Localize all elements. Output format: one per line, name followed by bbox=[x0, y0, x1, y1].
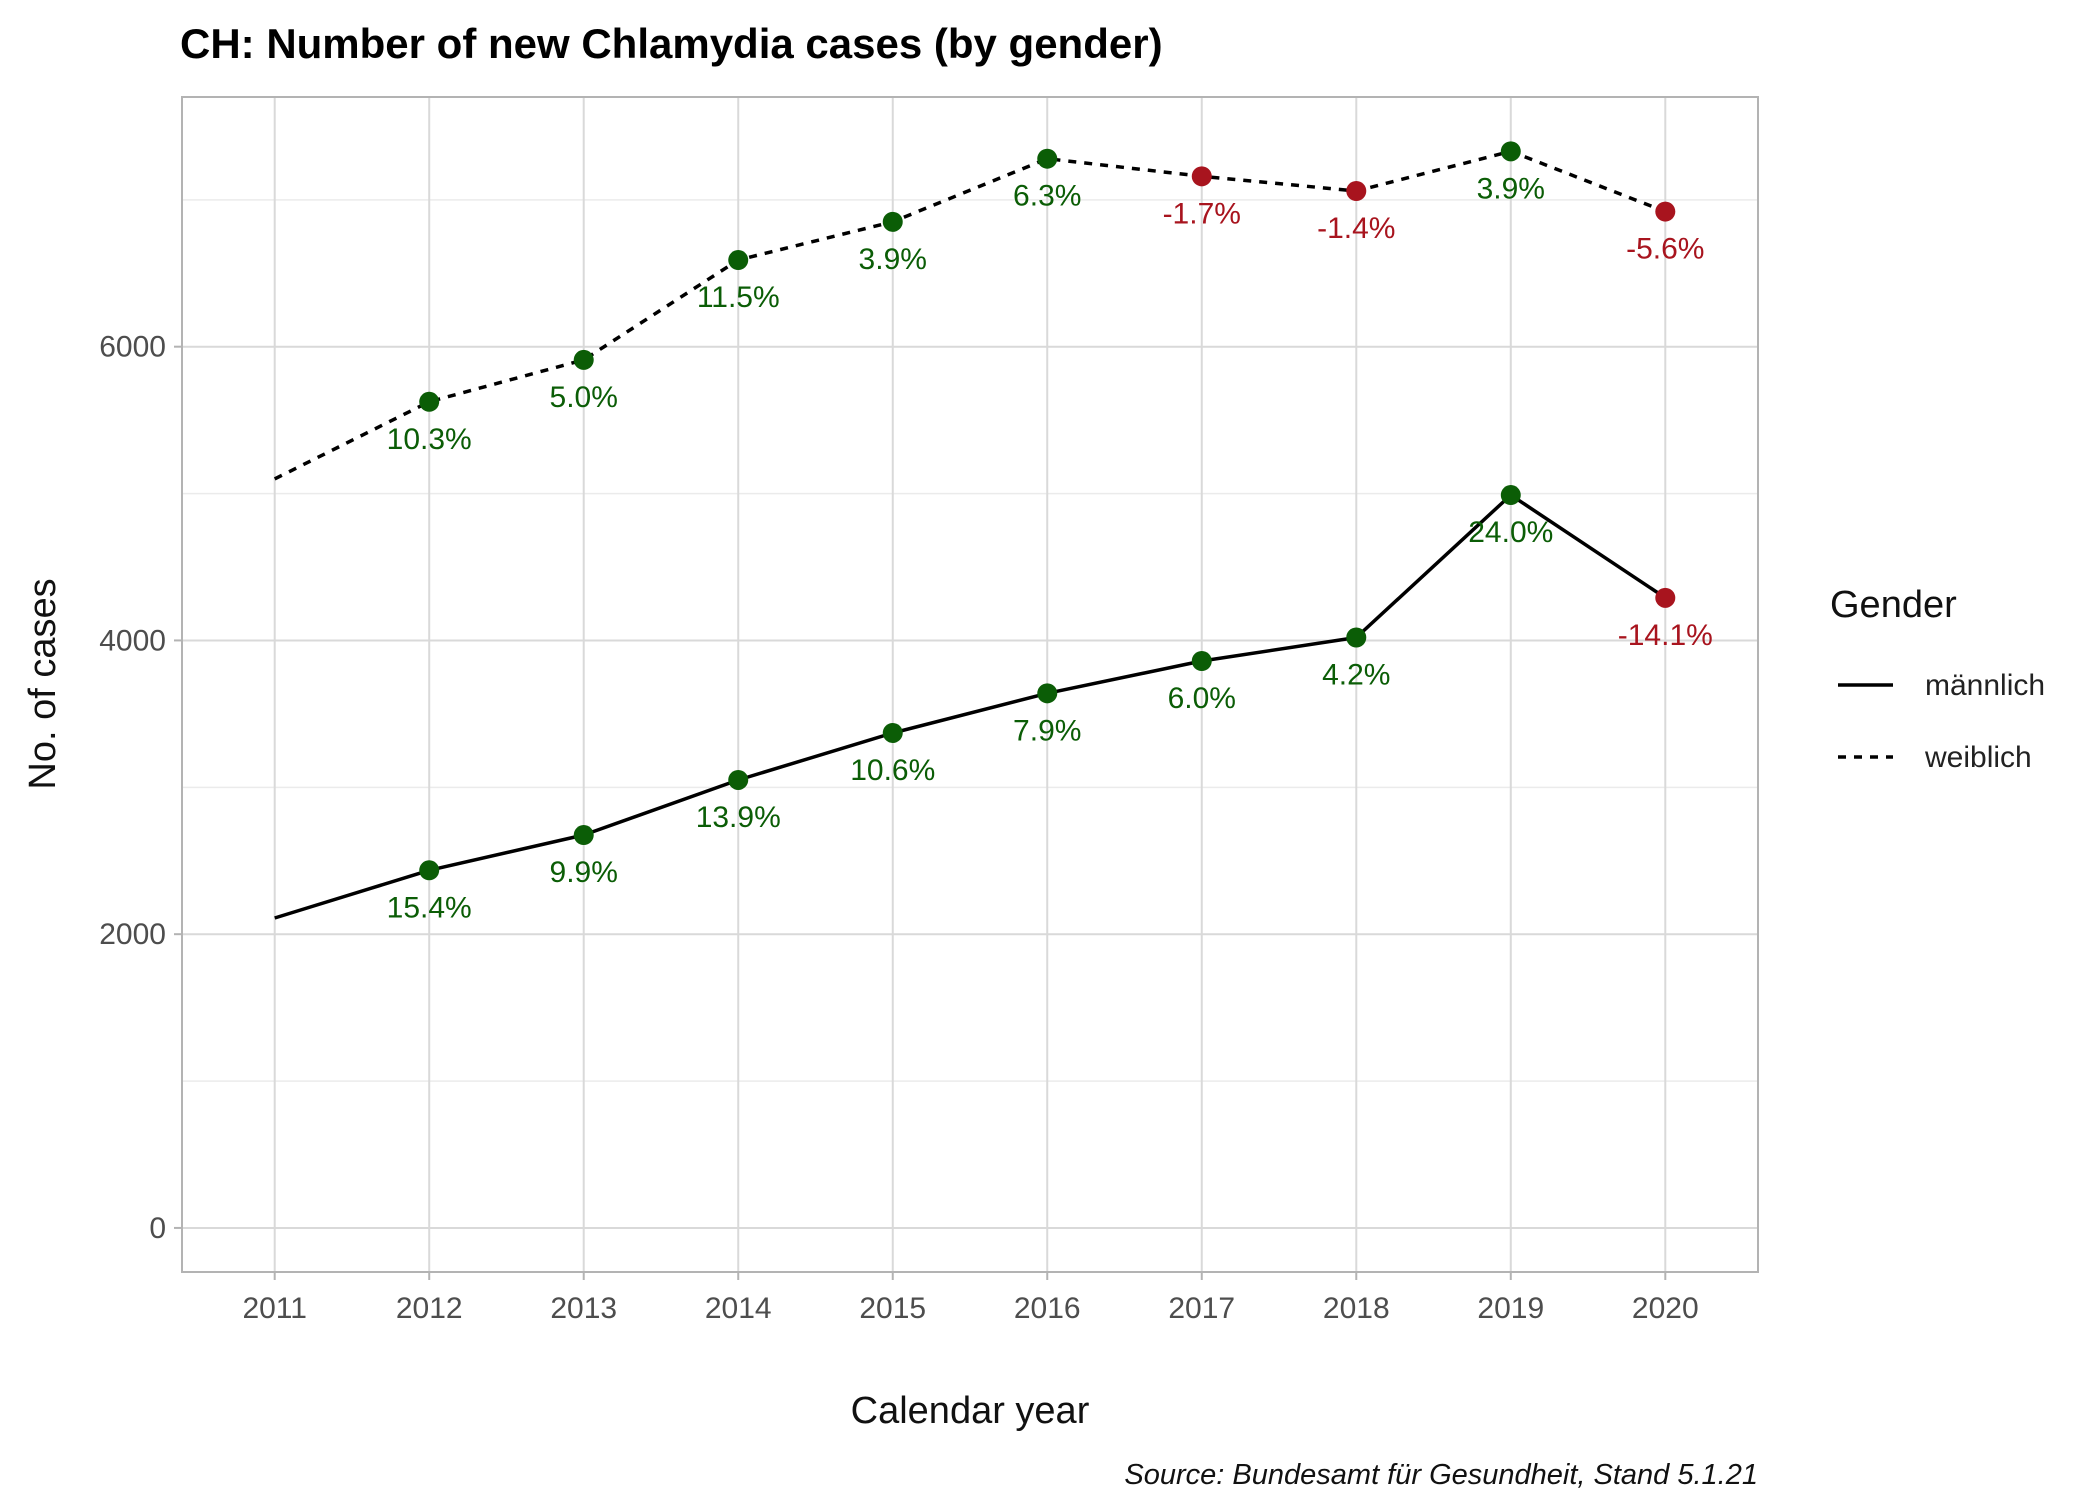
y-axis-title: No. of cases bbox=[22, 578, 64, 789]
data-label: 15.4% bbox=[387, 891, 472, 924]
legend-title: Gender bbox=[1830, 584, 1957, 626]
data-point bbox=[728, 250, 749, 271]
data-label: 5.0% bbox=[550, 381, 618, 414]
data-point bbox=[728, 769, 749, 790]
data-label: 10.3% bbox=[387, 423, 472, 456]
y-tick-label: 2000 bbox=[99, 918, 166, 951]
data-label: 9.9% bbox=[550, 856, 618, 889]
x-tick-label: 2014 bbox=[705, 1292, 772, 1325]
x-tick-label: 2020 bbox=[1632, 1292, 1699, 1325]
data-point bbox=[1346, 181, 1367, 201]
data-point bbox=[419, 391, 440, 412]
data-point bbox=[1191, 166, 1212, 187]
data-label: 6.0% bbox=[1168, 682, 1236, 715]
data-label: 6.3% bbox=[1013, 180, 1081, 213]
data-label: 24.0% bbox=[1468, 516, 1553, 549]
source-caption: Source: Bundesamt für Gesundheit, Stand … bbox=[1124, 1459, 1758, 1491]
x-tick-label: 2011 bbox=[242, 1292, 307, 1325]
x-tick-label: 2017 bbox=[1168, 1292, 1235, 1325]
series-line-maennlich bbox=[274, 493, 1667, 920]
data-label: 13.9% bbox=[696, 801, 781, 834]
data-point bbox=[1500, 485, 1521, 506]
legend-label-maennlich: männlich bbox=[1925, 669, 2045, 702]
data-point bbox=[573, 349, 594, 370]
legend-label-weiblich: weiblich bbox=[1924, 741, 2032, 774]
x-axis-title: Calendar year bbox=[851, 1390, 1090, 1432]
y-tick-label: 4000 bbox=[99, 624, 166, 657]
data-label: -1.7% bbox=[1163, 197, 1241, 230]
data-label: 7.9% bbox=[1013, 714, 1081, 747]
series-line-weiblich bbox=[273, 149, 1666, 481]
data-label: 3.9% bbox=[1477, 172, 1545, 205]
data-label: 10.6% bbox=[850, 754, 935, 787]
x-tick-label: 2018 bbox=[1323, 1292, 1390, 1325]
data-point bbox=[573, 825, 594, 846]
data-label: 4.2% bbox=[1322, 659, 1390, 692]
y-tick-label: 0 bbox=[149, 1212, 166, 1245]
series-lines bbox=[273, 149, 1667, 920]
y-axis-ticks: 0 2000 4000 6000 bbox=[99, 331, 182, 1245]
x-tick-label: 2015 bbox=[859, 1292, 926, 1325]
x-tick-label: 2016 bbox=[1014, 1292, 1081, 1325]
legend-item-weiblich: weiblich bbox=[1838, 741, 2032, 774]
data-point bbox=[1346, 627, 1367, 648]
data-point bbox=[1500, 141, 1521, 162]
data-point bbox=[1655, 587, 1676, 608]
data-point bbox=[1655, 201, 1676, 222]
plot-background bbox=[182, 97, 1758, 1272]
data-point bbox=[419, 860, 440, 881]
y-tick-label: 6000 bbox=[99, 331, 166, 364]
plot-panel: 15.4% 9.9% 13.9% 10.6% 7.9% 6.0% 4.2% 24.0% -14.… bbox=[181, 96, 1759, 1273]
x-tick-label: 2019 bbox=[1477, 1292, 1544, 1325]
point-labels: 15.4% 9.9% 13.9% 10.6% 7.9% 6.0% 4.2% 24.0% -14.… bbox=[387, 172, 1713, 924]
data-label: -5.6% bbox=[1626, 233, 1704, 266]
plot-border bbox=[181, 96, 1759, 1273]
data-point bbox=[882, 211, 903, 232]
data-label: -1.4% bbox=[1317, 212, 1395, 245]
data-label: 11.5% bbox=[697, 281, 780, 314]
legend: Gender männlich weiblich bbox=[1830, 584, 2045, 774]
x-axis-ticks: 2011 2012 2013 2014 2015 2016 2017 2018 2019 2020 bbox=[242, 1272, 1699, 1325]
x-tick-label: 2013 bbox=[550, 1292, 617, 1325]
legend-item-maennlich: männlich bbox=[1838, 669, 2045, 702]
data-point bbox=[1191, 651, 1212, 671]
chart-title: CH: Number of new Chlamydia cases (by ge… bbox=[180, 20, 1163, 67]
data-point bbox=[882, 722, 903, 743]
data-point bbox=[1037, 148, 1058, 169]
data-label: 3.9% bbox=[859, 243, 927, 276]
x-tick-label: 2012 bbox=[396, 1292, 463, 1325]
data-point bbox=[1037, 683, 1058, 704]
data-label: -14.1% bbox=[1618, 619, 1713, 652]
data-points bbox=[419, 141, 1676, 881]
